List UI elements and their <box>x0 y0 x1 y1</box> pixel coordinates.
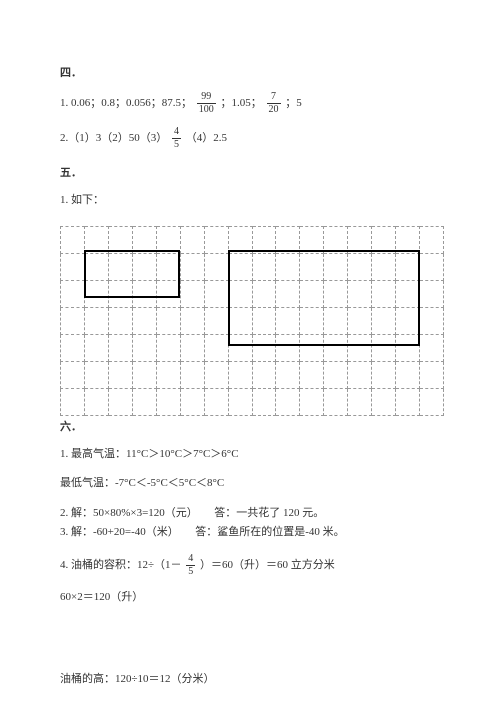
frac-den: 20 <box>267 104 281 115</box>
s6-line7: 油桶的高：120÷10＝12（分米） <box>60 671 440 689</box>
frac-4-5: 4 5 <box>172 127 181 150</box>
frac-num: 99 <box>197 92 216 104</box>
s4-item2: 2.（1）3（2）50（3） 4 5 （4）2.5 <box>60 127 440 150</box>
frac-7-20: 7 20 <box>267 92 281 115</box>
frac-den: 5 <box>172 139 181 150</box>
grid-rect-2 <box>228 250 420 346</box>
frac-num: 4 <box>172 127 181 139</box>
section-6-title: 六． <box>60 418 440 434</box>
s4-item1: 1. 0.06；0.8；0.056；87.5； 99 100 ；1.05； 7 … <box>60 92 440 115</box>
s6-line2: 最低气温：-7°C＜-5°C＜5°C＜8°C <box>60 475 440 493</box>
frac-num: 4 <box>186 554 195 566</box>
section-5-title: 五． <box>60 164 440 180</box>
s4-item1-tail: ；5 <box>285 97 302 109</box>
s4-item2-tail: （4）2.5 <box>186 132 227 144</box>
s4-item2-prefix: 2.（1）3（2）50（3） <box>60 132 167 144</box>
s6-line4: 3. 解：-60+20=-40（米） 答：鲨鱼所在的位置是-40 米。 <box>60 524 440 542</box>
grid-diagram <box>60 226 444 394</box>
s6-line5: 4. 油桶的容积：12÷（1－ 4 5 ）＝60（升）＝60 立方分米 <box>60 554 440 577</box>
s5-item1: 1. 如下： <box>60 192 440 210</box>
frac-99-100: 99 100 <box>197 92 216 115</box>
frac-4-5b: 4 5 <box>186 554 195 577</box>
s6-line1: 1. 最高气温：11°C＞10°C＞7°C＞6°C <box>60 446 440 464</box>
s6-line5b: ）＝60（升）＝60 立方分米 <box>200 559 335 571</box>
s6-line6: 60×2＝120（升） <box>60 589 440 607</box>
section-4-title: 四． <box>60 64 440 80</box>
frac-den: 100 <box>197 104 216 115</box>
frac-den: 5 <box>186 566 195 577</box>
s4-item1-mid: ；1.05； <box>221 97 262 109</box>
s4-item1-prefix: 1. 0.06；0.8；0.056；87.5； <box>60 97 192 109</box>
s6-line3: 2. 解：50×80%×3=120（元） 答：一共花了 120 元。 <box>60 505 440 523</box>
grid-rect-1 <box>84 250 180 298</box>
frac-num: 7 <box>267 92 281 104</box>
s6-line5a: 4. 油桶的容积：12÷（1－ <box>60 559 182 571</box>
